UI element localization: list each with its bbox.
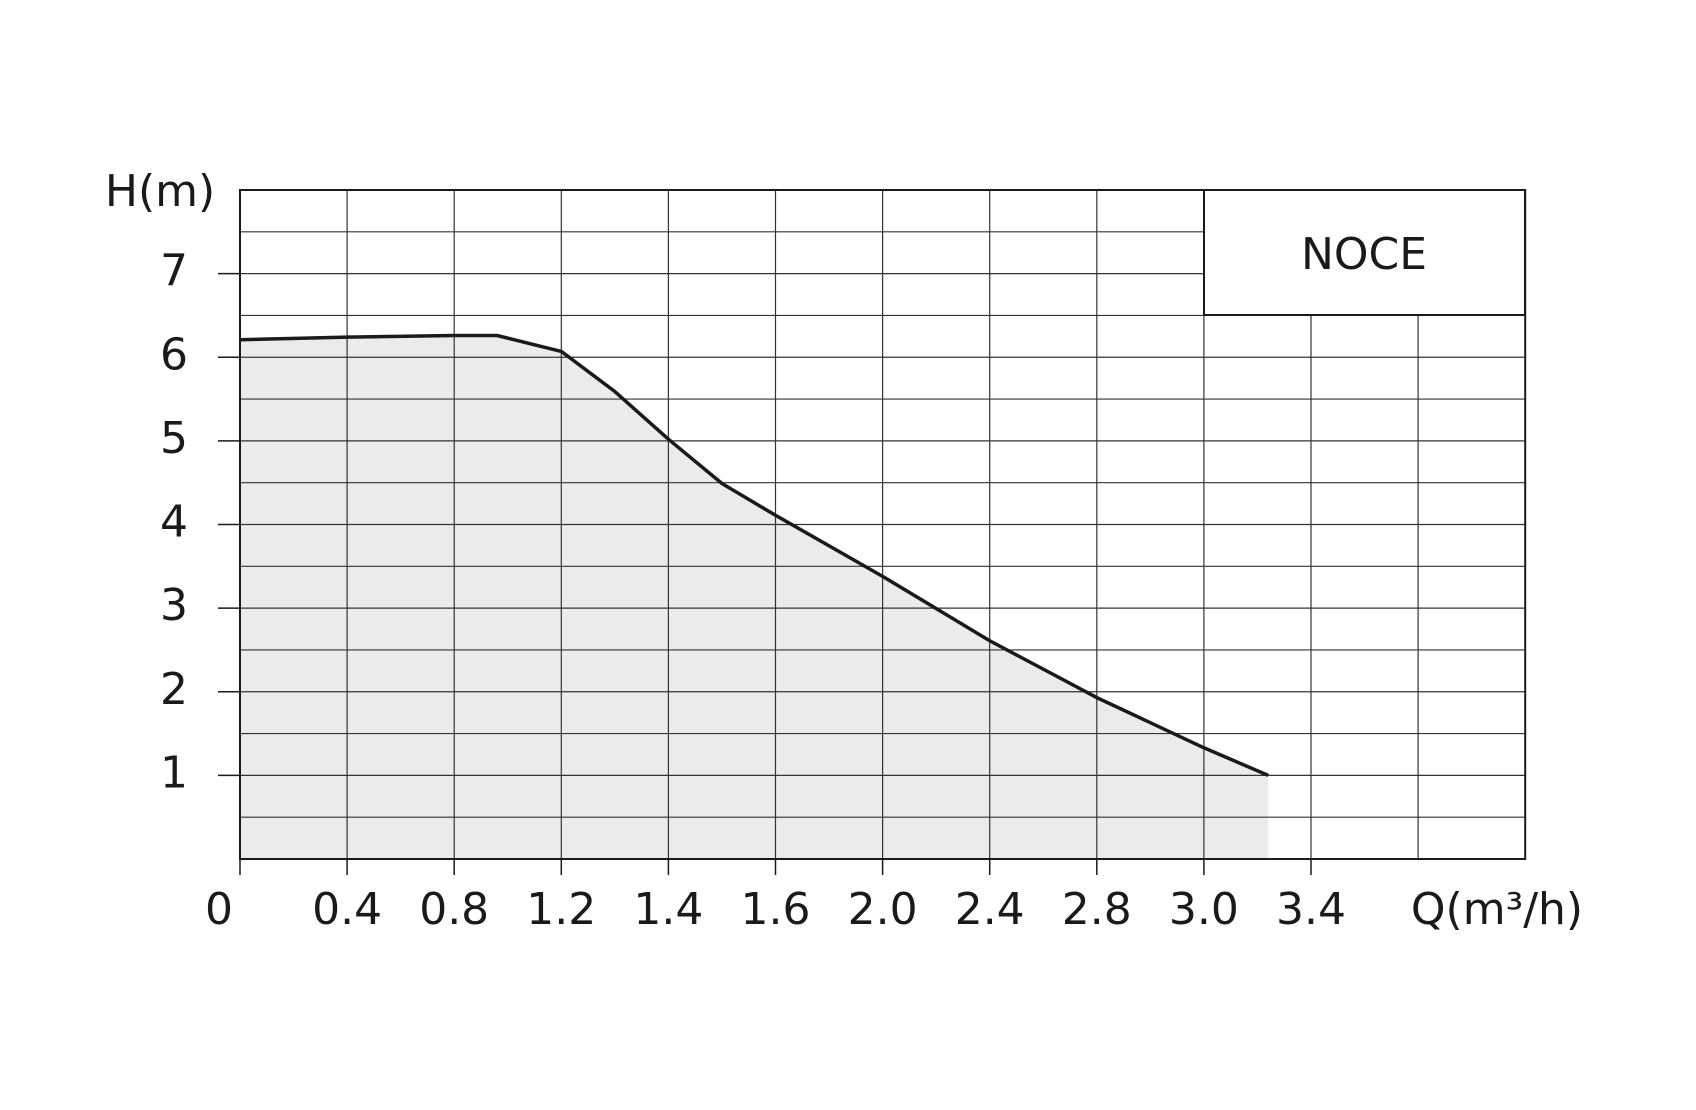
y-tick-label: 2 [160,664,188,715]
legend-label: NOCE [1301,229,1427,280]
x-tick-label: 2.8 [1062,884,1132,935]
y-tick-label: 4 [160,497,188,548]
y-tick-label: 3 [160,580,188,631]
x-tick-label: 3.0 [1169,884,1239,935]
pump-curve [239,333,1269,777]
y-axis-label: H(m) [105,166,215,217]
x-tick-label: 1.2 [526,884,596,935]
x-tick-label: 0.8 [419,884,489,935]
x-tick-label: 2.0 [848,884,918,935]
x-axis-label: Q(m³/h) [1411,884,1583,935]
y-tick-label: 5 [160,413,188,464]
y-tick-label: 7 [160,246,188,297]
x-tick-label: 1.4 [633,884,703,935]
x-tick-label: 0.4 [312,884,382,935]
legend-box [1203,189,1526,316]
y-tick-label: 1 [160,747,188,798]
y-tick-label: 6 [160,329,188,380]
area-fill [240,335,1269,859]
x-tick-label: 2.4 [955,884,1025,935]
x-tick-label: 1.6 [741,884,811,935]
x-tick-label: 3.4 [1276,884,1346,935]
x-tick-label: 0 [205,884,233,935]
